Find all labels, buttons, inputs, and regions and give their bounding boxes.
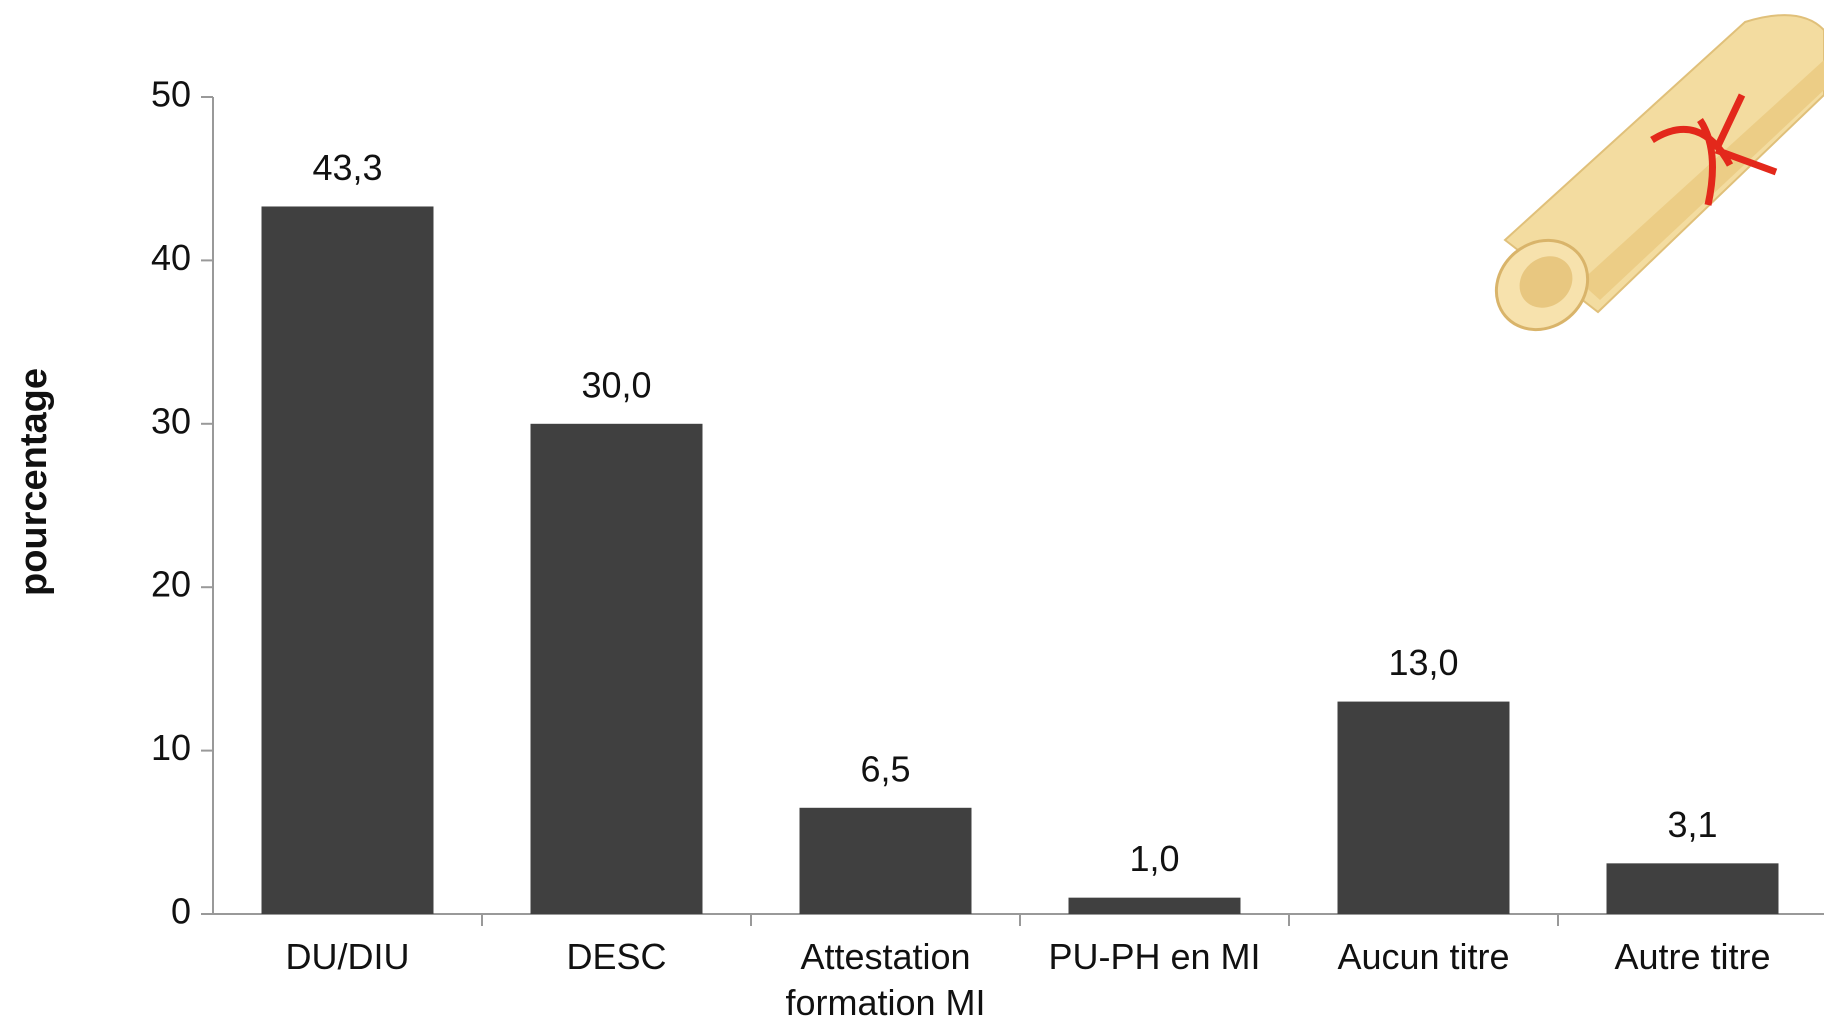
page: pourcentage 0 10 20 30 40 50 43,3 30,0 6,5 1,0 13,… <box>0 0 1824 1033</box>
y-tick-label: 10 <box>151 727 191 768</box>
x-tick-label: DESC <box>502 934 732 980</box>
value-label: 3,1 <box>1667 804 1717 845</box>
y-tick-label: 50 <box>151 74 191 115</box>
y-tick-label: 30 <box>151 400 191 441</box>
value-label: 43,3 <box>312 147 382 188</box>
x-tick-label: Autre titre <box>1578 934 1808 980</box>
y-axis-label: pourcentage <box>13 368 55 596</box>
value-label: 13,0 <box>1388 642 1458 683</box>
bar <box>531 424 703 914</box>
x-tick-label: DU/DIU <box>233 934 463 980</box>
value-label: 30,0 <box>581 364 651 405</box>
bar <box>262 206 434 914</box>
bar <box>1069 898 1241 914</box>
chart: pourcentage 0 10 20 30 40 50 43,3 30,0 6,5 1,0 13,… <box>0 0 1824 1033</box>
y-tick-label: 0 <box>171 891 191 932</box>
bar <box>1607 863 1779 914</box>
x-tick-label: Aucun titre <box>1309 934 1539 980</box>
x-tick-label: PU-PH en MI <box>1040 934 1270 980</box>
y-tick-label: 40 <box>151 237 191 278</box>
bar <box>1338 702 1510 914</box>
value-label: 1,0 <box>1129 838 1179 879</box>
value-label: 6,5 <box>860 748 910 789</box>
bar <box>800 808 972 914</box>
x-tick-label: Attestation formation MI <box>771 934 1001 1026</box>
y-tick-label: 20 <box>151 564 191 605</box>
diploma-illustration <box>1478 15 1824 348</box>
